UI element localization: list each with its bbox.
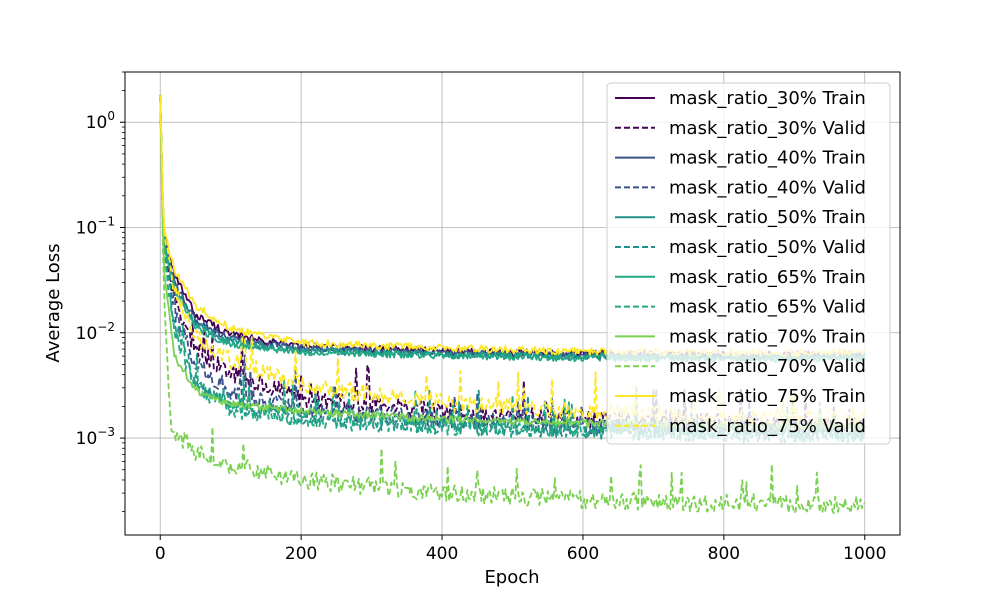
legend-label: mask_ratio_75% Valid xyxy=(669,416,866,437)
y-tick-exponent: −1 xyxy=(97,215,115,229)
legend-label: mask_ratio_30% Train xyxy=(669,88,866,109)
legend-label: mask_ratio_40% Valid xyxy=(669,177,866,198)
y-axis-label: Average Loss xyxy=(43,243,64,362)
x-axis-label: Epoch xyxy=(484,567,539,588)
legend-box xyxy=(606,82,891,445)
legend-label: mask_ratio_50% Train xyxy=(669,207,866,228)
x-tick-label: 400 xyxy=(426,544,458,564)
legend-label: mask_ratio_65% Train xyxy=(669,267,866,288)
y-tick-exponent: −2 xyxy=(97,320,115,334)
legend-label: mask_ratio_70% Train xyxy=(669,326,866,347)
x-tick-label: 0 xyxy=(155,544,166,564)
y-tick-base: 10 xyxy=(76,219,98,239)
y-tick-label: 10−3 xyxy=(76,425,115,449)
y-tick-label: 10−1 xyxy=(76,215,115,239)
legend-label: mask_ratio_70% Valid xyxy=(669,356,866,377)
x-tick-label: 1000 xyxy=(843,544,886,564)
y-tick-base: 10 xyxy=(76,429,98,449)
x-tick-label: 600 xyxy=(567,544,599,564)
legend-label: mask_ratio_30% Valid xyxy=(669,118,866,139)
x-axis: 0 200 400 600 800 1000 xyxy=(155,535,886,564)
y-tick-base: 10 xyxy=(76,324,98,344)
plot-frame xyxy=(124,71,901,536)
legend-label: mask_ratio_65% Valid xyxy=(669,297,866,318)
legend-label: mask_ratio_50% Valid xyxy=(669,237,866,258)
x-tick-label: 800 xyxy=(708,544,740,564)
x-tick-label: 200 xyxy=(285,544,317,564)
y-tick-label: 10−2 xyxy=(76,320,115,344)
legend: mask_ratio_30% Train mask_ratio_30% Valid… xyxy=(606,82,891,445)
legend-label: mask_ratio_40% Train xyxy=(669,148,866,169)
y-tick-exponent: 0 xyxy=(107,109,115,123)
y-tick-exponent: −3 xyxy=(97,425,115,439)
y-tick-label: 100 xyxy=(86,109,115,133)
legend-label: mask_ratio_75% Train xyxy=(669,386,866,407)
y-tick-base: 10 xyxy=(86,113,108,133)
